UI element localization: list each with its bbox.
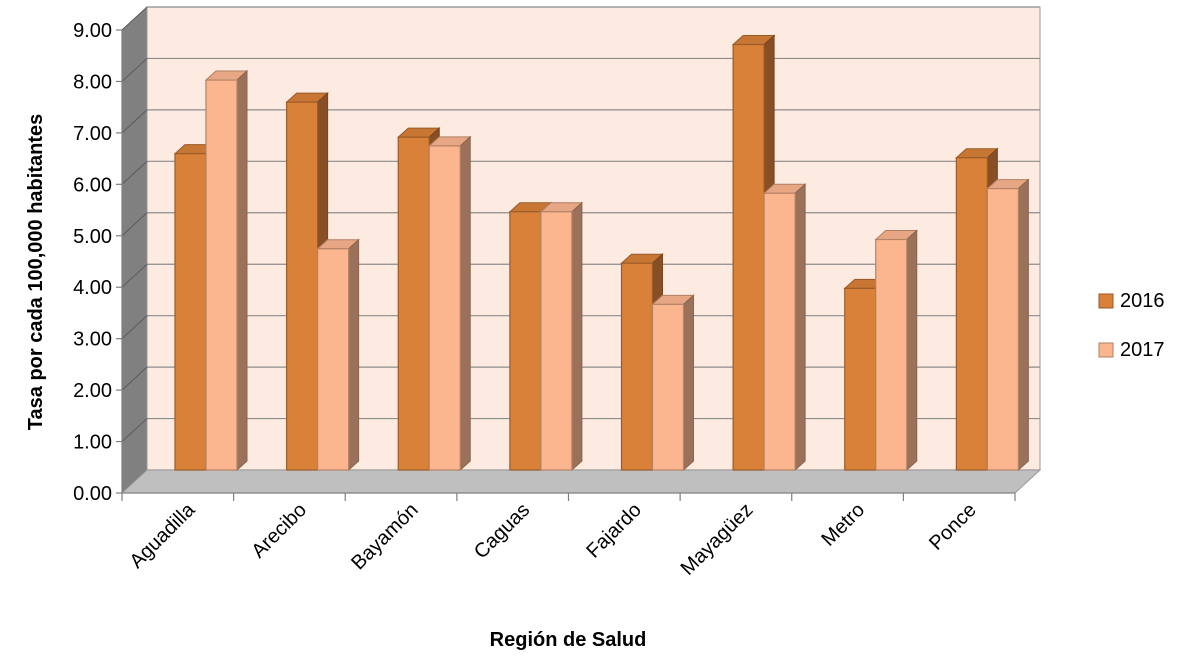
gridline-side	[121, 109, 148, 134]
gridline-side	[121, 160, 148, 185]
y-axis: 0.00 1.00 2.00 3.00 4.00 5.00 6.00 7.00 8.00 9.00	[73, 20, 123, 505]
y-tick-label: 3.00	[73, 329, 112, 351]
bar-front	[286, 101, 319, 471]
bars	[173, 34, 1030, 472]
legend-label-2017: 2017	[1120, 339, 1165, 361]
bar-front	[844, 287, 877, 471]
bar-front	[986, 187, 1019, 471]
bar-2017	[316, 238, 360, 472]
bar-side	[1017, 178, 1029, 472]
y-tick-label: 5.00	[73, 226, 112, 248]
x-tick-label: Arecibo	[247, 499, 311, 563]
bar-front	[651, 303, 685, 471]
bar-front	[509, 211, 542, 471]
gridline-side	[121, 263, 148, 288]
bar-front	[428, 145, 461, 471]
gridline-side	[121, 315, 148, 340]
bar-side	[571, 201, 583, 472]
side-wall-panel	[122, 7, 147, 493]
floor-panel	[120, 469, 1042, 494]
x-tick-label: Mayagüez	[677, 499, 758, 580]
bar-front	[205, 79, 238, 471]
bar-front	[732, 43, 765, 471]
bar-front	[174, 153, 207, 471]
bar-side	[236, 69, 248, 472]
bar-2017	[539, 201, 584, 472]
bar-front	[540, 211, 573, 471]
x-axis: Aguadilla Arecibo Bayamón Caguas Fajardo Maya…	[121, 492, 1016, 580]
y-tick-label: 1.00	[73, 432, 112, 454]
bar-front	[397, 136, 430, 471]
legend-label-2016: 2016	[1120, 290, 1165, 312]
side-wall	[122, 7, 147, 493]
x-tick-label: Aguadilla	[126, 498, 200, 572]
legend: 2016 2017	[1098, 290, 1165, 361]
bar-side	[348, 238, 360, 472]
y-axis-title: Tasa por cada 100,000 habitantes	[25, 114, 47, 430]
x-axis-title: Región de Salud	[490, 629, 647, 651]
x-tick-label: Metro	[817, 499, 869, 551]
bar-2017	[762, 183, 807, 472]
x-tick-label: Caguas	[470, 499, 534, 563]
x-tick-label: Bayamón	[347, 499, 422, 574]
y-tick-label: 2.00	[73, 380, 112, 402]
gridline-side	[121, 418, 148, 442]
y-tick-label: 8.00	[73, 71, 112, 93]
bar-side	[794, 183, 806, 472]
bar-front	[955, 157, 988, 471]
gridline-side	[121, 366, 148, 391]
bar-side	[459, 135, 471, 472]
floor	[120, 469, 1042, 494]
legend-swatch-2017	[1098, 342, 1114, 358]
y-tick-label: 0.00	[73, 483, 112, 505]
x-tick-label: Ponce	[925, 499, 981, 555]
bar-2017	[986, 178, 1030, 472]
bar-front	[763, 192, 796, 471]
bar-2017	[427, 135, 472, 472]
bar-front	[620, 262, 654, 471]
legend-swatch-2016	[1098, 293, 1114, 309]
gridline-side	[121, 58, 148, 82]
y-tick-label: 9.00	[73, 20, 112, 42]
bar-2017	[874, 229, 919, 472]
y-tick-label: 6.00	[73, 174, 112, 196]
gridline-side	[121, 6, 148, 31]
bar-2017	[651, 294, 695, 472]
x-tick-label: Fajardo	[582, 499, 646, 563]
bar-side	[906, 229, 918, 472]
gridline-side	[121, 212, 148, 237]
bar-2017	[204, 69, 249, 472]
bar-side	[683, 294, 694, 472]
y-tick-label: 4.00	[73, 277, 112, 299]
bar-front	[875, 238, 908, 471]
bar-front	[317, 248, 350, 471]
y-tick-label: 7.00	[73, 123, 112, 145]
